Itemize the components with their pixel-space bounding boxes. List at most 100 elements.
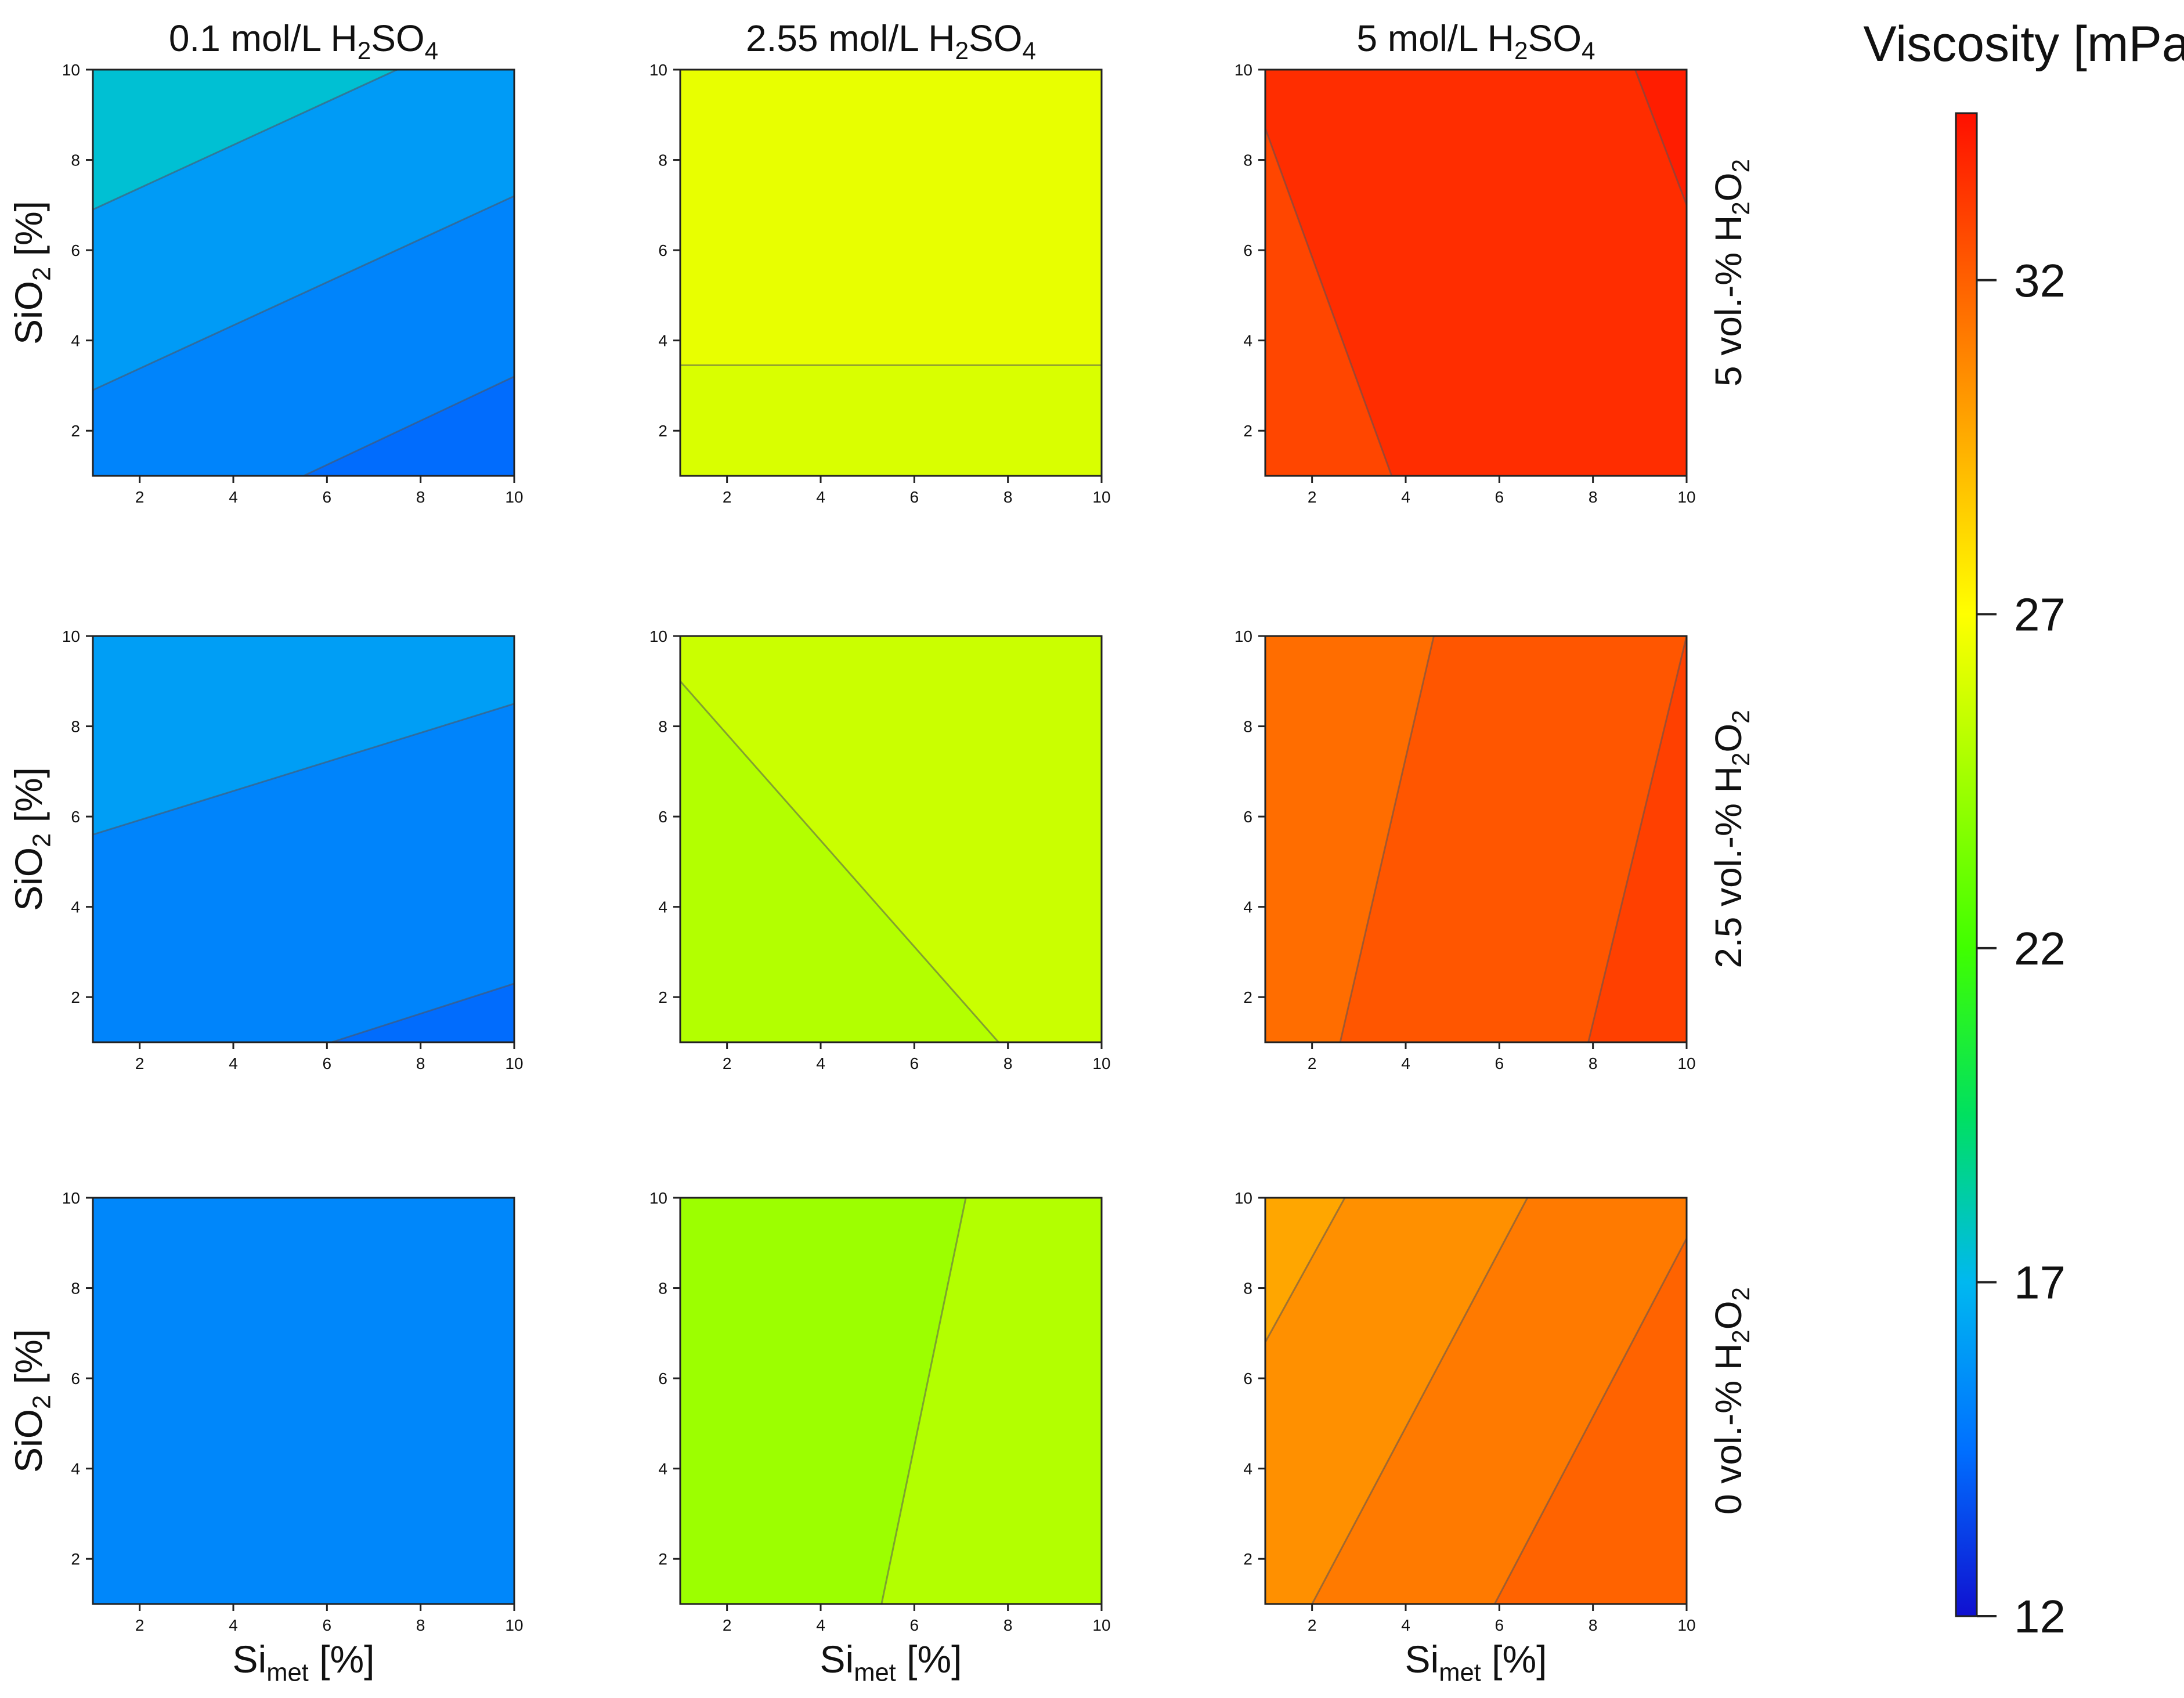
colorbar-tick-label: 32 — [2014, 255, 2066, 306]
y-tick-label: 8 — [1243, 151, 1252, 169]
panel-frame — [92, 1197, 515, 1605]
row-label: 5 vol.-% H2O2 — [1708, 159, 1755, 386]
y-tick-label: 10 — [649, 1189, 667, 1207]
x-tick-label: 8 — [1003, 1054, 1013, 1072]
panel-frame — [92, 68, 515, 477]
colorbar-tick-label: 17 — [2014, 1256, 2066, 1308]
x-axis-label: Simet [%] — [820, 1638, 962, 1687]
contour-line — [1264, 128, 1393, 476]
contour-line — [331, 982, 515, 1043]
x-tick-label: 10 — [1092, 1054, 1110, 1072]
y-tick-label: 2 — [1243, 1550, 1252, 1568]
x-tick-label: 2 — [135, 488, 145, 506]
x-tick-label: 4 — [229, 1616, 238, 1634]
column-title: 5 mol/L H2SO4 — [1357, 17, 1595, 64]
y-axis-label: SiO2 [%] — [7, 767, 56, 911]
y-tick-label: 4 — [71, 332, 80, 350]
contour-region — [680, 69, 1102, 366]
x-tick-label: 4 — [816, 1054, 825, 1072]
x-tick-label: 10 — [1677, 1616, 1695, 1634]
x-tick-label: 6 — [910, 1054, 919, 1072]
x-tick-label: 6 — [323, 488, 332, 506]
y-tick-label: 6 — [658, 241, 667, 259]
x-tick-label: 4 — [816, 488, 825, 506]
colorbar-tick-label: 27 — [2014, 588, 2066, 640]
panel-r2-c0: 2 4 6 8 10 2 4 6 8 10 — [62, 1189, 524, 1634]
y-tick-label: 2 — [1243, 988, 1252, 1006]
row-label: 2.5 vol.-% H2O2 — [1708, 710, 1755, 968]
panel-r0-c2: 2 4 6 8 10 2 4 6 8 10 — [1234, 61, 1696, 506]
x-tick-label: 4 — [1401, 488, 1410, 506]
contour-line — [1264, 1197, 1346, 1343]
y-tick-label: 8 — [1243, 718, 1252, 736]
x-tick-label: 2 — [1308, 488, 1317, 506]
colorbar-ticks: 12 17 22 27 32 — [1977, 255, 2066, 1642]
x-tick-label: 6 — [910, 488, 919, 506]
colorbar-title: Viscosity [mPas] — [1863, 16, 2184, 72]
contour-line — [679, 680, 999, 1043]
y-tick-label: 6 — [658, 1370, 667, 1388]
panel-frame — [1264, 1197, 1688, 1605]
y-tick-label: 8 — [71, 718, 80, 736]
x-tick-label: 6 — [1495, 1054, 1504, 1072]
x-tick-label: 2 — [135, 1054, 145, 1072]
y-tick-label: 6 — [1243, 241, 1252, 259]
x-axis-label: Simet [%] — [233, 1638, 375, 1687]
x-tick-label: 6 — [910, 1616, 919, 1634]
y-tick-label: 10 — [1234, 627, 1252, 645]
y-tick-label: 10 — [1234, 1189, 1252, 1207]
y-tick-label: 10 — [62, 1189, 80, 1207]
x-tick-label: 6 — [1495, 1616, 1504, 1634]
contour-panels: 2 4 6 8 10 2 4 6 8 10 2 4 6 8 10 2 4 6 8 10 2 4 6 8 10 2 4 6 8 10 2 4 6 8… — [62, 61, 1696, 1634]
panel-r1-c0: 2 4 6 8 10 2 4 6 8 10 — [62, 627, 524, 1072]
contour-line — [303, 375, 515, 477]
figure-labels: 0.1 mol/L H2SO4 2.55 mol/L H2SO4 5 mol/L H… — [7, 17, 1755, 1687]
x-tick-label: 4 — [816, 1616, 825, 1634]
contour-line — [92, 703, 515, 836]
contour-line — [880, 1197, 967, 1605]
y-tick-label: 2 — [71, 422, 80, 440]
row-label: 0 vol.-% H2O2 — [1708, 1287, 1755, 1515]
y-tick-label: 8 — [658, 718, 667, 736]
x-tick-label: 8 — [416, 1616, 425, 1634]
x-tick-label: 2 — [135, 1616, 145, 1634]
x-axis-label: Simet [%] — [1405, 1638, 1547, 1687]
x-tick-label: 4 — [1401, 1054, 1410, 1072]
panel-r0-c0: 2 4 6 8 10 2 4 6 8 10 — [62, 61, 524, 506]
y-tick-label: 6 — [658, 808, 667, 826]
x-tick-label: 10 — [1677, 488, 1695, 506]
panel-frame — [1264, 68, 1688, 477]
x-tick-label: 8 — [1589, 1616, 1598, 1634]
x-tick-label: 6 — [323, 1054, 332, 1072]
y-tick-label: 6 — [1243, 1370, 1252, 1388]
x-tick-label: 10 — [505, 488, 523, 506]
panel-frame — [679, 1197, 1103, 1605]
x-tick-label: 2 — [723, 1616, 732, 1634]
panel-r0-c1: 2 4 6 8 10 2 4 6 8 10 — [649, 61, 1111, 506]
y-tick-label: 2 — [71, 1550, 80, 1568]
panel-r2-c2: 2 4 6 8 10 2 4 6 8 10 — [1234, 1189, 1696, 1634]
y-tick-label: 4 — [1243, 332, 1252, 350]
colorbar: Viscosity [mPas] 12 17 22 27 32 — [1863, 16, 2184, 1642]
y-tick-label: 4 — [658, 332, 667, 350]
y-tick-label: 2 — [658, 988, 667, 1006]
x-tick-label: 4 — [229, 488, 238, 506]
y-tick-label: 4 — [71, 898, 80, 916]
y-tick-label: 4 — [71, 1460, 80, 1478]
panel-r1-c1: 2 4 6 8 10 2 4 6 8 10 — [649, 627, 1111, 1072]
y-axis-label: SiO2 [%] — [7, 1329, 56, 1473]
y-tick-label: 2 — [658, 422, 667, 440]
contour-line — [92, 195, 515, 391]
y-tick-label: 10 — [1234, 61, 1252, 79]
x-tick-label: 6 — [1495, 488, 1504, 506]
contour-line — [1339, 635, 1435, 1043]
colorbar-tick-label: 22 — [2014, 923, 2066, 974]
column-title: 2.55 mol/L H2SO4 — [746, 17, 1036, 64]
y-tick-label: 4 — [1243, 898, 1252, 916]
y-tick-label: 8 — [658, 1280, 667, 1298]
y-tick-label: 2 — [1243, 422, 1252, 440]
y-tick-label: 10 — [649, 627, 667, 645]
x-tick-label: 8 — [1589, 1054, 1598, 1072]
panel-r1-c2: 2 4 6 8 10 2 4 6 8 10 — [1234, 627, 1696, 1072]
